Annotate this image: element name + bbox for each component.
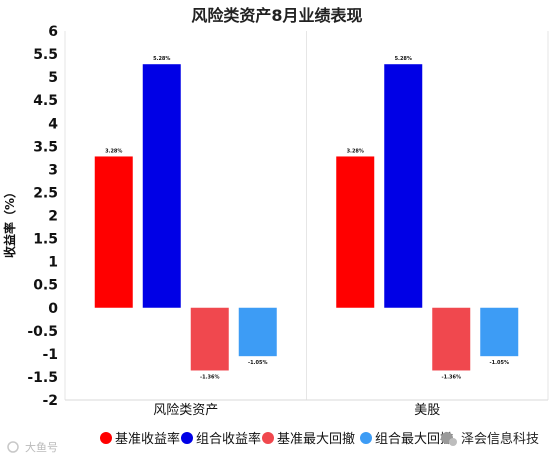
legend-label: 组合最大回撤 [375,431,453,447]
y-tick-label: 5 [48,70,58,86]
bars [94,64,519,371]
data-label: -1.05% [490,360,509,366]
y-tick-label: 3 [48,162,58,178]
legend-label: 基准最大回撤 [277,431,355,447]
data-label: -1.36% [442,374,461,380]
legend-marker [100,432,112,444]
x-axis-categories: 风险类资产 美股 [153,403,440,418]
watermark-left: 大鱼号 [7,440,58,454]
y-tick-label: 1.5 [33,232,58,248]
x-category-label: 风险类资产 [153,403,218,418]
data-label: 5.28% [153,56,170,62]
bar [480,307,519,357]
y-tick-label: 0 [48,301,58,317]
data-label: 3.28% [105,148,122,154]
legend-marker [262,432,274,444]
chart-title: 风险类资产8月业绩表现 [191,6,362,25]
y-axis-label: 收益率（%） [2,186,17,258]
bar [190,307,229,371]
data-labels: 3.28% 5.28% -1.36% -1.05% 3.28% 5.28% -1.36% -1… [105,56,509,380]
bar [384,64,423,308]
y-tick-label: 0.5 [33,278,58,294]
y-tick-label: -1 [42,347,58,363]
wechat-icon-bubble [449,438,457,446]
watermark-right-text: 泽会信息科技 [461,431,539,447]
legend-label: 基准收益率 [115,431,180,447]
plot-grid [64,31,549,401]
legend-marker [181,432,193,444]
data-label: -1.36% [200,374,219,380]
bar [94,156,133,308]
watermark-right: 泽会信息科技 [441,431,539,447]
y-tick-label: 4 [48,116,58,132]
legend: 基准收益率 组合收益率 基准最大回撤 组合最大回撤 [100,431,453,447]
y-tick-label: 2.5 [33,185,58,201]
watermark-left-text: 大鱼号 [25,440,58,454]
bar [238,307,277,357]
y-tick-label: -2 [42,393,58,409]
data-label: 3.28% [347,148,364,154]
x-category-label: 美股 [414,403,440,418]
bar [142,64,181,308]
bar [336,156,375,308]
legend-label: 组合收益率 [196,431,261,447]
y-axis-ticks: 6 5.5 5 4.5 4 3.5 3 2.5 2 1.5 1 0.5 0 -0.5 -1 -1.5 -2 [27,24,58,409]
dayu-icon [7,441,19,453]
data-label: 5.28% [395,56,412,62]
y-tick-label: -1.5 [27,370,58,386]
y-tick-label: -0.5 [27,324,58,340]
y-tick-label: 1 [48,255,58,271]
y-tick-label: 6 [48,24,58,40]
data-label: -1.05% [248,360,267,366]
y-tick-label: 3.5 [33,139,58,155]
y-tick-label: 4.5 [33,93,58,109]
y-tick-label: 2 [48,209,58,225]
legend-marker [360,432,372,444]
bar [432,307,471,371]
y-tick-label: 5.5 [33,47,58,63]
